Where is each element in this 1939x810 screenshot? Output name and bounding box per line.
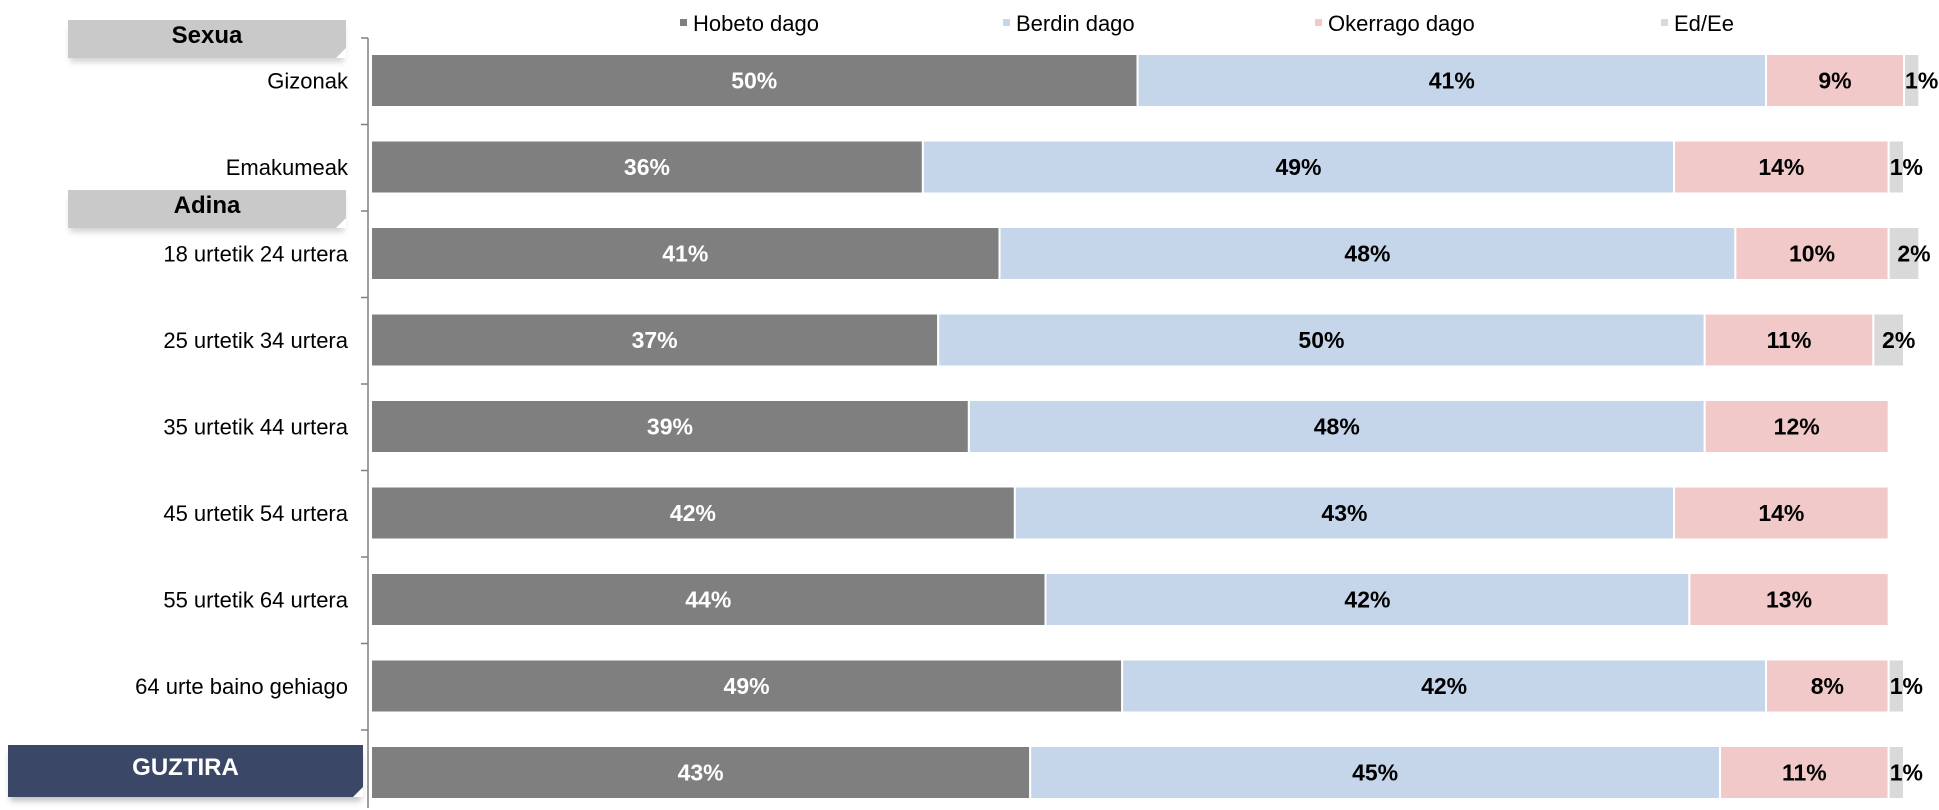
bar-segment-okerrago-dago: [1703, 312, 1875, 368]
tag-fold-corner: [353, 787, 363, 797]
bar-segment-berdin-dago: [1136, 53, 1768, 108]
data-label: 1%: [1890, 673, 1923, 699]
data-label: 12%: [1774, 414, 1820, 440]
bar-segment-okerrago-dago: [1719, 745, 1890, 800]
legend-label-berdin-dago: Berdin dago: [1016, 11, 1135, 36]
bar-segment-hobeto-dago: [370, 399, 970, 454]
bar-segment-berdin-dago: [1044, 572, 1691, 627]
data-label: 1%: [1890, 760, 1923, 786]
data-label: 45%: [1352, 760, 1398, 786]
legend-label-ed-ee: Ed/Ee: [1674, 11, 1734, 36]
bar-segment-ed-ee: [1887, 226, 1921, 281]
data-label: 37%: [632, 327, 678, 353]
data-label: 13%: [1766, 587, 1812, 613]
bar-segment-okerrago-dago: [1765, 53, 1906, 108]
bar-segment-okerrago-dago: [1703, 399, 1890, 454]
bar-segment-berdin-dago: [998, 226, 1737, 281]
group-label-guztira-text: GUZTIRA: [132, 754, 239, 781]
category-label: 25 urtetik 34 urtera: [163, 328, 348, 353]
data-label: 48%: [1314, 414, 1360, 440]
bar-segment-okerrago-dago: [1688, 572, 1890, 627]
data-label: 42%: [1344, 587, 1390, 613]
data-label: 39%: [647, 414, 693, 440]
data-label: 49%: [1275, 154, 1321, 180]
bar-segment-ed-ee: [1887, 658, 1906, 714]
bar-segment-ed-ee: [1887, 745, 1906, 800]
bar-segment-berdin-dago: [1013, 485, 1676, 541]
category-label: Emakumeak: [226, 155, 349, 180]
data-label: 42%: [670, 500, 716, 526]
legend-swatch-hobeto-dago: [680, 19, 687, 26]
data-label: 14%: [1758, 500, 1804, 526]
data-label: 2%: [1897, 241, 1930, 267]
bar-segment-berdin-dago: [937, 312, 1706, 368]
category-label: 55 urtetik 64 urtera: [163, 588, 348, 613]
bar-segment-okerrago-dago: [1673, 139, 1890, 195]
data-label: 44%: [685, 587, 731, 613]
bar-segment-hobeto-dago: [370, 312, 940, 368]
legend-label-hobeto-dago: Hobeto dago: [693, 11, 819, 36]
legend-swatch-berdin-dago: [1003, 19, 1010, 26]
data-label: 48%: [1344, 241, 1390, 267]
data-label: 11%: [1782, 760, 1827, 786]
bar-segment-berdin-dago: [921, 139, 1676, 195]
bar-segment-ed-ee: [1872, 312, 1905, 368]
category-label: 45 urtetik 54 urtera: [163, 501, 348, 526]
category-label: Gizonak: [267, 69, 349, 94]
tag-fold-corner: [336, 48, 346, 58]
tag-fold-corner: [336, 218, 346, 228]
data-label: 1%: [1890, 154, 1923, 180]
data-label: 36%: [624, 154, 670, 180]
data-label: 41%: [1429, 68, 1475, 94]
data-label: 41%: [662, 241, 708, 267]
data-label: 49%: [724, 673, 770, 699]
data-label: 1%: [1905, 68, 1938, 94]
bar-segment-hobeto-dago: [370, 485, 1016, 541]
category-label: 18 urtetik 24 urtera: [163, 242, 348, 267]
data-label: 50%: [1298, 327, 1344, 353]
legend-swatch-ed-ee: [1661, 19, 1668, 26]
legend-swatch-okerrago-dago: [1315, 19, 1322, 26]
bar-segment-berdin-dago: [1029, 745, 1722, 800]
data-label: 9%: [1818, 68, 1851, 94]
bar-segment-berdin-dago: [967, 399, 1706, 454]
bar-segment-hobeto-dago: [370, 745, 1032, 800]
data-label: 14%: [1758, 154, 1804, 180]
bar-segment-hobeto-dago: [370, 572, 1047, 627]
group-label-adina-text: Adina: [173, 192, 241, 219]
data-label: 8%: [1811, 673, 1844, 699]
category-label: 35 urtetik 44 urtera: [163, 415, 348, 440]
data-label: 42%: [1421, 673, 1467, 699]
bar-segment-ed-ee: [1887, 139, 1906, 195]
bar-segment-okerrago-dago: [1673, 485, 1890, 541]
data-label: 43%: [678, 760, 724, 786]
bar-segment-hobeto-dago: [370, 226, 1001, 281]
group-label-sexua: Sexua: [68, 20, 346, 58]
bar-segment-okerrago-dago: [1765, 658, 1890, 714]
legend-label-okerrago-dago: Okerrago dago: [1328, 11, 1475, 36]
category-label: 64 urte baino gehiago: [135, 674, 348, 699]
data-label: 50%: [731, 68, 777, 94]
bar-segment-ed-ee: [1903, 53, 1921, 108]
bar-segment-hobeto-dago: [370, 139, 924, 195]
data-label: 10%: [1789, 241, 1835, 267]
bar-segment-okerrago-dago: [1734, 226, 1890, 281]
data-label: 11%: [1767, 327, 1812, 353]
group-label-adina: Adina: [68, 190, 346, 228]
data-label: 2%: [1882, 327, 1915, 353]
group-label-sexua-text: Sexua: [171, 22, 243, 49]
group-label-guztira: GUZTIRA: [8, 745, 363, 797]
data-label: 43%: [1321, 500, 1367, 526]
